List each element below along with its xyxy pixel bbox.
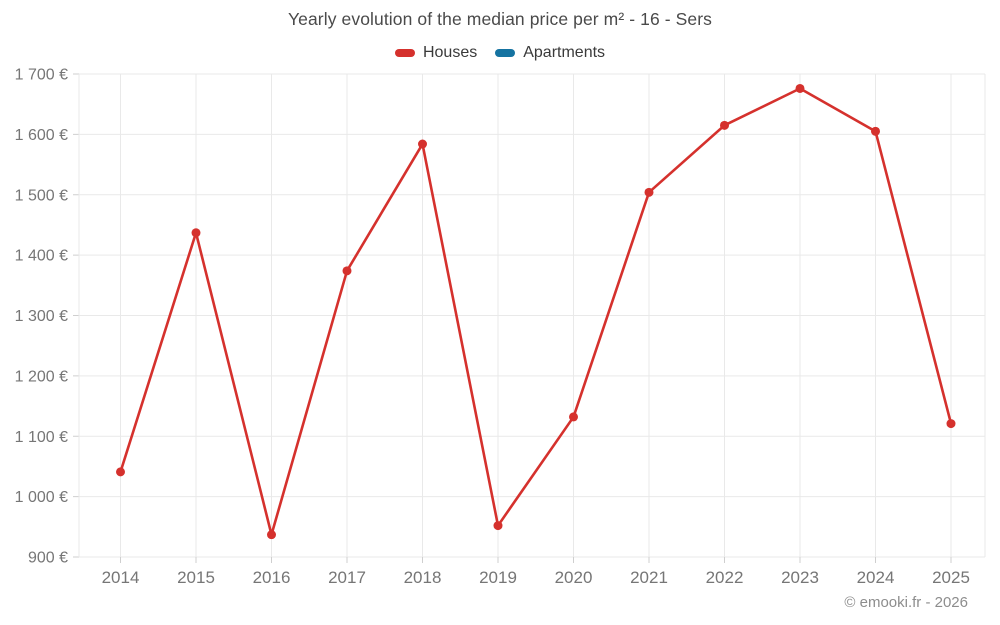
x-axis-label: 2017 [328,568,366,587]
data-point-2022[interactable] [720,120,729,130]
data-point-2016[interactable] [267,530,276,540]
legend-item-houses[interactable]: Houses [394,44,478,62]
y-axis-label: 1 300 € [15,308,68,325]
x-axis-label: 2021 [630,568,668,587]
copyright-footer: © emooki.fr - 2026 [844,594,968,611]
x-axis-label: 2015 [177,568,215,587]
x-axis-label: 2019 [479,568,517,587]
series-line-houses [119,87,953,536]
y-axis-label: 1 500 € [15,187,68,204]
y-axis-label: 1 100 € [15,429,68,446]
x-axis-label: 2024 [857,568,895,587]
data-point-2025[interactable] [946,419,956,429]
y-axis-label: 1 400 € [15,248,68,265]
data-point-2023[interactable] [795,83,805,93]
data-point-2018[interactable] [418,139,427,149]
data-point-2021[interactable] [644,187,654,197]
houses-legend-swatch [394,49,415,57]
apartments-legend-swatch [495,49,516,57]
legend-item-apartments[interactable]: Apartments [495,44,605,62]
y-axis-label: 1 700 € [15,67,68,84]
chart-title: Yearly evolution of the median price per… [287,9,713,29]
y-axis-label: 1 600 € [15,127,68,144]
data-point-2020[interactable] [569,412,578,422]
legend: Houses Apartments [0,44,1000,62]
data-point-2017[interactable] [342,266,352,276]
y-axis-label: 1 200 € [15,368,68,385]
x-axis-label: 2014 [102,568,140,587]
x-axis-label: 2020 [555,568,593,587]
x-axis-label: 2018 [404,568,442,587]
y-axis-label: 1 000 € [15,489,68,506]
x-axis-label: 2025 [932,568,970,587]
houses-legend-label: Houses [422,44,478,61]
data-point-2019[interactable] [493,521,503,531]
x-axis-label: 2023 [781,568,819,587]
data-point-2024[interactable] [871,126,880,136]
x-axis-label: 2022 [706,568,744,587]
y-axis-label: 900 € [28,550,68,567]
x-axis-label: 2016 [253,568,291,587]
data-point-2015[interactable] [191,228,201,238]
apartments-legend-label: Apartments [523,44,606,61]
data-point-2014[interactable] [116,467,125,477]
